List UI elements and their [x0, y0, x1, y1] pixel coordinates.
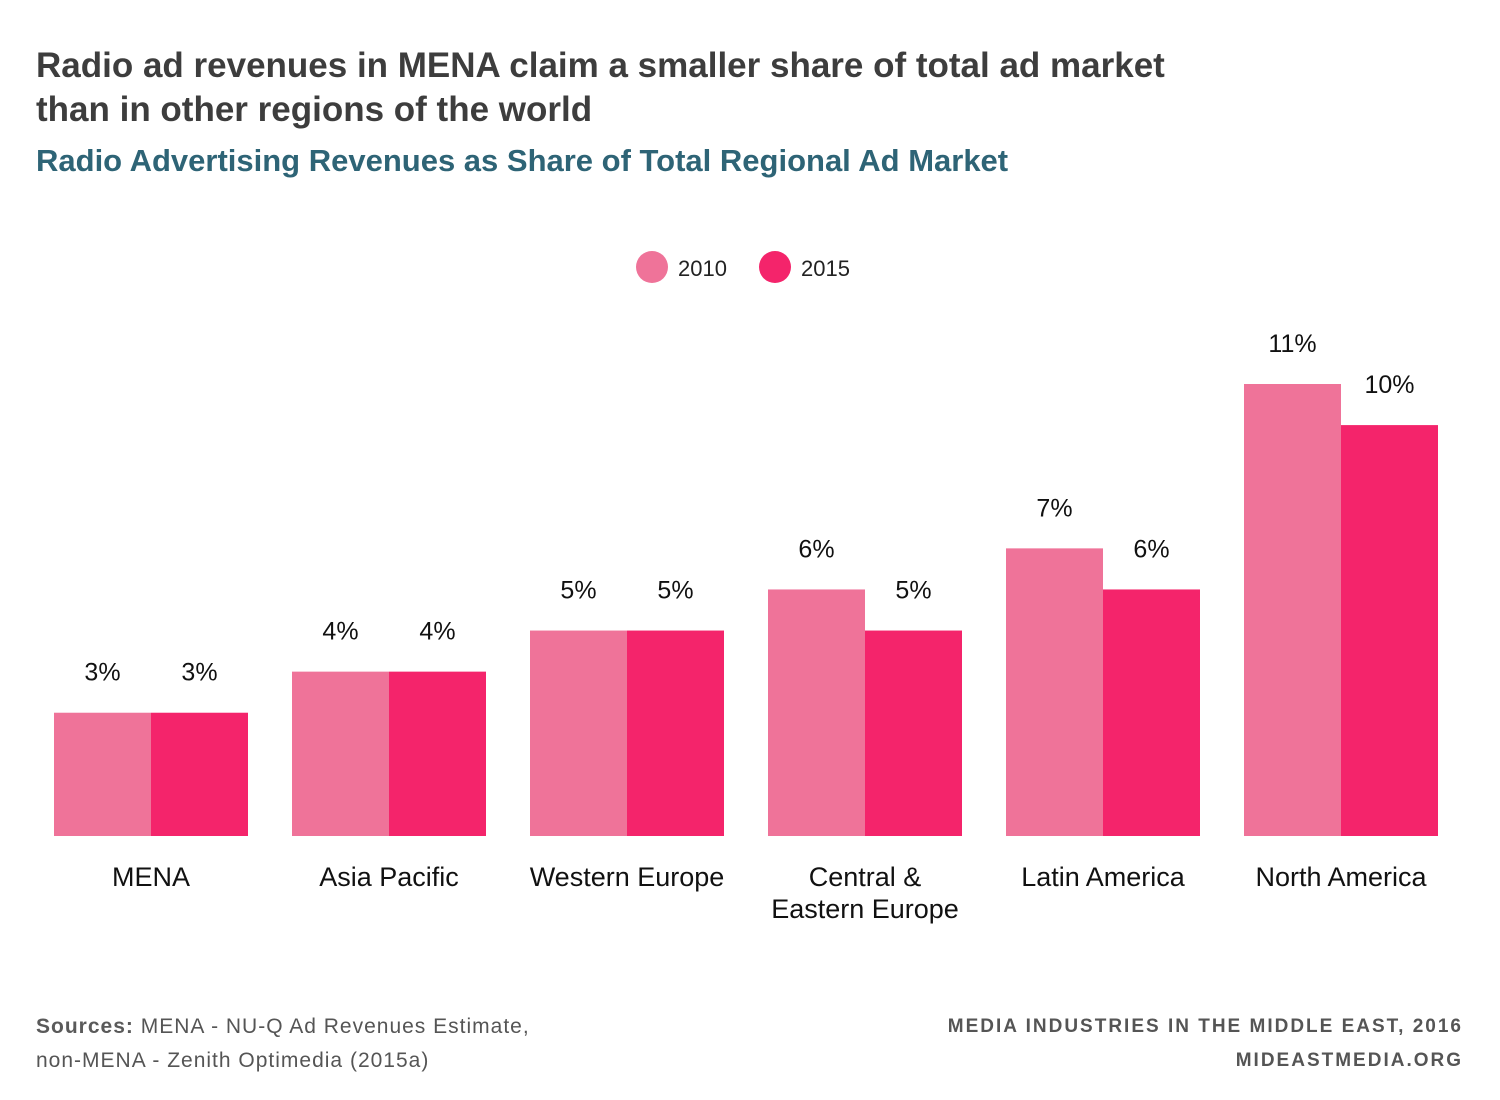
credit-block: MEDIA INDUSTRIES IN THE MIDDLE EAST, 201…	[948, 1010, 1463, 1078]
bar-2010-3	[768, 589, 865, 836]
bar-2015-5	[1341, 425, 1438, 836]
credit-line-1: MEDIA INDUSTRIES IN THE MIDDLE EAST, 201…	[947, 1016, 1463, 1037]
bar-2010-2	[530, 630, 627, 836]
bar-chart: 2010 2015 3% 3% MENA 4% 4% Asia Pacific 5% 5% West…	[54, 251, 1438, 924]
data-label-2015-3: 5%	[895, 577, 931, 605]
credit-line-2: MIDEASTMEDIA.ORG	[1235, 1050, 1463, 1071]
data-label-2015-0: 3%	[181, 659, 217, 687]
sources-line-1: MENA - NU-Q Ad Revenues Estimate,	[140, 1015, 530, 1038]
sources-label: Sources:	[36, 1015, 134, 1038]
chart-subtitle: Radio Advertising Revenues as Share of T…	[36, 143, 1009, 178]
category-label-2-0: Western Europe	[530, 862, 725, 892]
data-label-2010-0: 3%	[84, 659, 120, 687]
bar-2015-4	[1103, 589, 1200, 836]
bar-2015-3	[865, 630, 962, 836]
bar-2010-0	[54, 712, 151, 836]
data-label-2015-4: 6%	[1133, 535, 1169, 563]
category-label-1-0: Asia Pacific	[319, 862, 459, 892]
category-label-4-0: Latin America	[1021, 862, 1186, 892]
chart-title: Radio ad revenues in MENA claim a smalle…	[36, 44, 1336, 132]
sources-line-2: non-MENA - Zenith Optimedia (2015a)	[36, 1049, 430, 1072]
legend-swatch-2010	[636, 251, 668, 283]
data-label-2010-4: 7%	[1036, 494, 1072, 522]
data-label-2010-3: 6%	[798, 535, 834, 563]
category-label-5-0: North America	[1255, 862, 1427, 892]
bar-2010-1	[292, 671, 389, 836]
bar-2010-4	[1006, 548, 1103, 836]
category-label-3-0: Central &	[809, 862, 922, 892]
data-label-2010-2: 5%	[560, 577, 596, 605]
chart-title-line-1: Radio ad revenues in MENA claim a smalle…	[36, 46, 1165, 85]
data-label-2015-5: 10%	[1364, 371, 1414, 399]
data-label-2015-1: 4%	[419, 618, 455, 646]
chart-title-line-2: than in other regions of the world	[36, 90, 593, 129]
bar-2010-5	[1244, 384, 1341, 836]
data-label-2015-2: 5%	[657, 577, 693, 605]
legend-swatch-2015	[759, 251, 791, 283]
data-label-2010-1: 4%	[322, 618, 358, 646]
category-label-3-1: Eastern Europe	[771, 894, 959, 924]
sources-note: Sources: MENA - NU-Q Ad Revenues Estimat…	[36, 1010, 530, 1078]
category-label-0-0: MENA	[112, 862, 190, 892]
data-label-2010-5: 11%	[1268, 330, 1316, 358]
legend-label-2015: 2015	[801, 256, 850, 281]
bar-2015-1	[389, 671, 486, 836]
bar-2015-2	[627, 630, 724, 836]
bar-2015-0	[151, 712, 248, 836]
legend-label-2010: 2010	[678, 256, 727, 281]
